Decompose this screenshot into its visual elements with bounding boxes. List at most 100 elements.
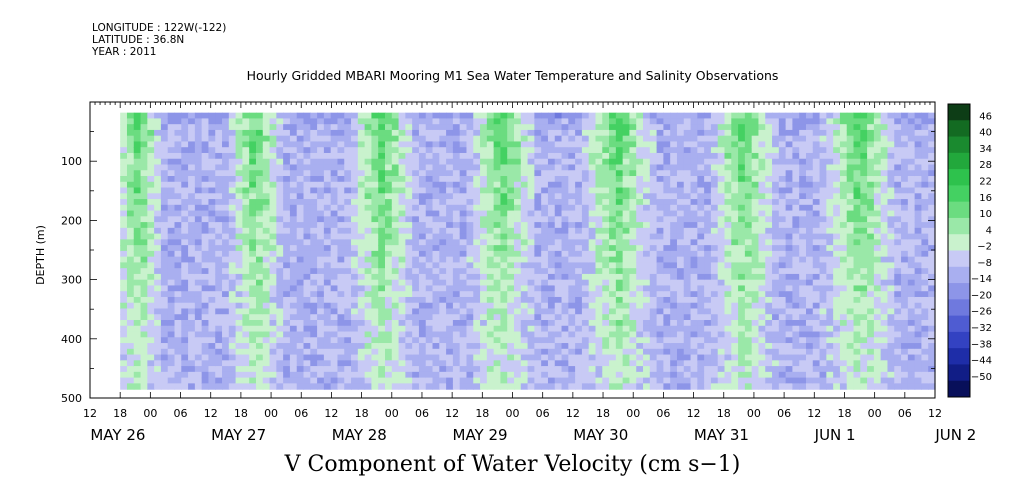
heatmap-cell (710, 227, 719, 235)
heatmap-cell (235, 302, 243, 310)
heatmap-cell (799, 331, 807, 338)
heatmap-cell (772, 129, 780, 137)
heatmap-cell (126, 147, 135, 154)
heatmap-cell (547, 222, 556, 229)
heatmap-cell (568, 331, 576, 338)
heatmap-cell (629, 279, 637, 287)
heatmap-cell (792, 377, 800, 384)
heatmap-cell (181, 118, 189, 125)
heatmap-cell (323, 273, 332, 281)
heatmap-cell (154, 273, 162, 281)
heatmap-cell (480, 112, 488, 120)
heatmap-cell (364, 250, 373, 258)
heatmap-cell (432, 129, 440, 137)
heatmap-cell (439, 383, 447, 390)
heatmap-cell (167, 383, 176, 390)
heatmap-cell (371, 135, 379, 143)
heatmap-cell (208, 331, 216, 338)
heatmap-cell (323, 239, 332, 246)
heatmap-cell (534, 239, 542, 246)
heatmap-cell (385, 199, 393, 206)
heatmap-cell (710, 152, 719, 160)
heatmap-cell (160, 204, 169, 212)
heatmap-cell (588, 314, 597, 321)
heatmap-cell (222, 331, 230, 338)
heatmap-cell (289, 279, 298, 287)
heatmap-cell (446, 308, 454, 315)
heatmap-cell (351, 366, 359, 373)
heatmap-cell (296, 371, 305, 379)
heatmap-cell (602, 331, 610, 338)
heatmap-cell (222, 124, 230, 131)
heatmap-cell (140, 170, 148, 177)
heatmap-cell (432, 383, 440, 390)
heatmap-cell (581, 233, 590, 240)
heatmap-cell (554, 285, 563, 292)
heatmap-cell (581, 181, 590, 189)
heatmap-cell (819, 239, 827, 246)
heatmap-cell (615, 193, 624, 200)
heatmap-cell (629, 199, 637, 206)
heatmap-cell (167, 112, 176, 120)
heatmap-cell (486, 302, 495, 310)
heatmap-cell (738, 377, 746, 384)
heatmap-cell (649, 325, 658, 333)
heatmap-cell (527, 199, 535, 206)
heatmap-cell (731, 383, 739, 390)
heatmap-cell (337, 383, 345, 390)
heatmap-cell (154, 124, 162, 131)
heatmap-cell (812, 348, 821, 356)
heatmap-cell (690, 118, 698, 125)
heatmap-cell (283, 135, 291, 143)
heatmap-cell (541, 256, 549, 264)
heatmap-cell (758, 360, 766, 367)
heatmap-cell (622, 118, 631, 125)
heatmap-cell (242, 279, 250, 287)
heatmap-cell (520, 245, 529, 252)
heatmap-cell (120, 193, 128, 200)
heatmap-cell (418, 343, 427, 350)
heatmap-cell (493, 216, 502, 223)
heatmap-cell (269, 181, 277, 189)
heatmap-cell (323, 296, 332, 304)
heatmap-cell (418, 199, 427, 206)
heatmap-cell (364, 343, 373, 350)
heatmap-cell (147, 124, 155, 131)
heatmap-cell (568, 245, 576, 252)
heatmap-cell (629, 371, 637, 379)
heatmap-cell (812, 222, 821, 229)
heatmap-cell (147, 158, 155, 166)
heatmap-cell (480, 262, 488, 269)
heatmap-cell (364, 118, 373, 125)
heatmap-cell (317, 273, 325, 281)
heatmap-cell (473, 331, 481, 338)
heatmap-cell (194, 239, 203, 246)
heatmap-cell (310, 147, 318, 154)
heatmap-cell (357, 129, 366, 137)
heatmap-cell (480, 291, 488, 298)
heatmap-cell (636, 118, 644, 125)
heatmap-cell (344, 181, 352, 189)
heatmap-cell (710, 210, 719, 217)
heatmap-cell (486, 204, 495, 212)
heatmap-cell (133, 314, 142, 321)
heatmap-cell (819, 354, 827, 361)
heatmap-cell (283, 176, 291, 183)
heatmap-cell (480, 129, 488, 137)
heatmap-cell (405, 360, 413, 367)
heatmap-cell (676, 377, 685, 384)
heatmap-cell (636, 331, 644, 338)
heatmap-cell (704, 210, 712, 217)
heatmap-cell (235, 250, 243, 258)
heatmap-cell (215, 216, 223, 223)
heatmap-cell (222, 302, 230, 310)
heatmap-cell (201, 250, 210, 258)
heatmap-cell (581, 262, 590, 269)
heatmap-cell (222, 268, 230, 275)
heatmap-cell (296, 331, 305, 338)
heatmap-cell (432, 112, 440, 120)
heatmap-cell (609, 285, 617, 292)
heatmap-cell (575, 354, 583, 361)
heatmap-cell (303, 245, 311, 252)
heatmap-cell (805, 354, 814, 361)
